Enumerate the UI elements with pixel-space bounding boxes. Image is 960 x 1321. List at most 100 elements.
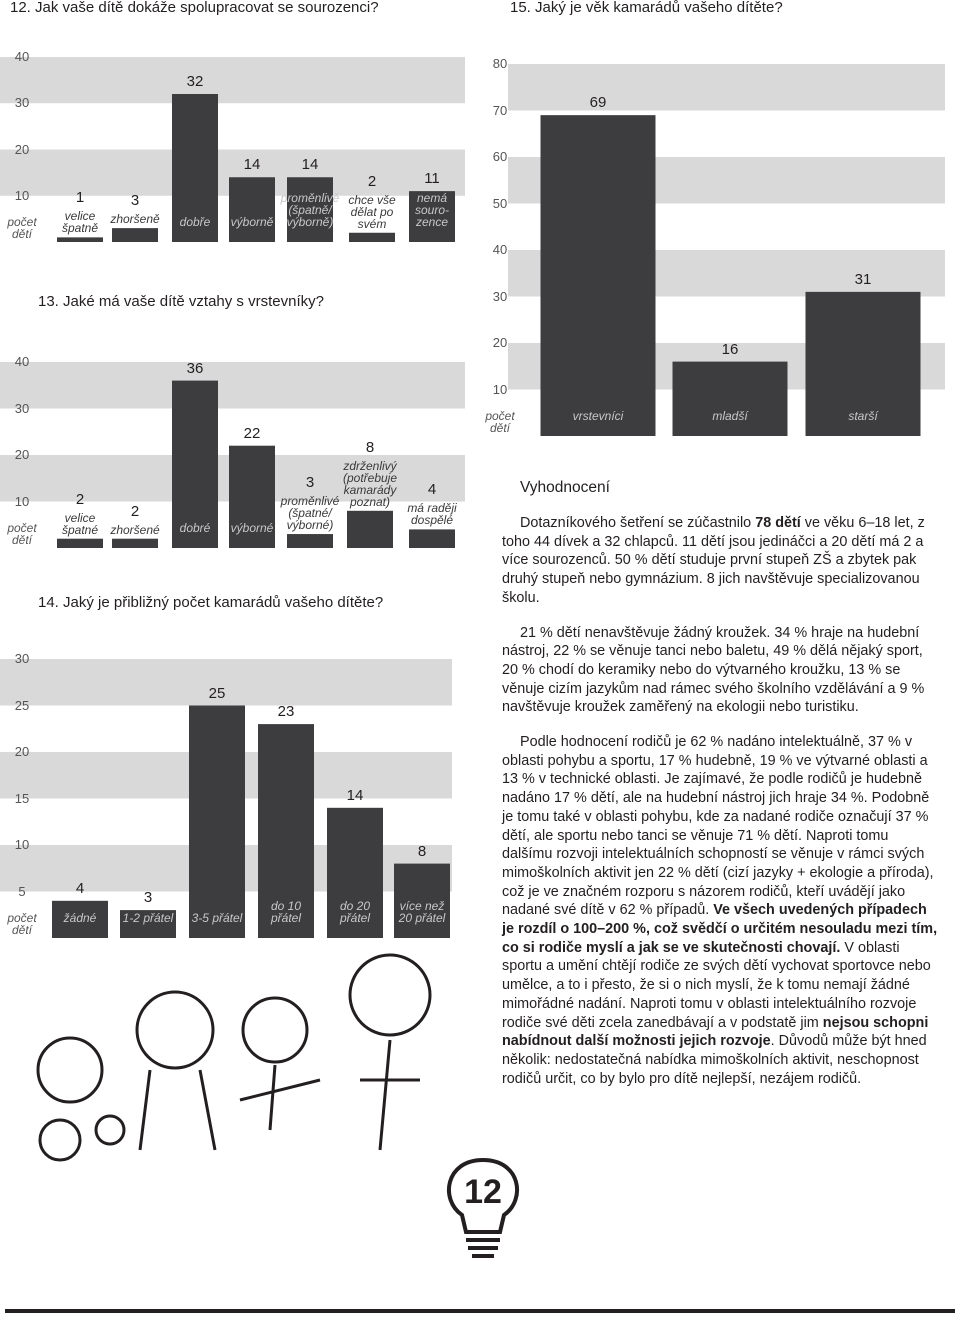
text: Dotazníkového šetření se zúčastnilo [520,515,756,531]
bar [327,807,383,938]
value-label: 3 [143,889,153,907]
bold-text: nejsou schopni nabídnout další možnosti … [502,1014,929,1050]
band [0,57,465,104]
child-head [36,1036,104,1104]
bar [172,380,218,548]
bar [409,191,455,242]
bar [805,291,921,436]
bar [229,177,275,242]
y-tick-label: 10 [14,837,30,852]
y-tick-label: 10 [14,187,30,203]
text: V oblasti sportu a umění chtějí rodiče z… [502,939,931,1031]
y-axis-label: počet dětí [7,911,37,937]
value-label: 2 [75,490,85,508]
child-body [138,1069,217,1151]
category-label: do 20 přátel [339,899,371,925]
y-tick-label: 50 [492,195,508,211]
text: Podle hodnocení rodičů je 62 % nadáno in… [502,734,934,919]
category-label: proměnlivé (špatné/ výborné) [280,494,340,533]
bar [112,538,158,548]
chart-title: 12. Jak vaše dítě dokáže spolupracovat s… [10,0,379,16]
y-tick-label: 40 [14,354,30,369]
bar [57,538,103,548]
y-tick-label: 40 [14,49,30,64]
category-label: výborné [230,521,274,535]
bar [229,445,275,548]
y-tick-label: 30 [14,651,30,666]
page-number: 12 [464,1173,502,1211]
chart-title: 14. Jaký je přibližný počet kamarádů vaš… [38,594,384,611]
value-label: 11 [424,170,440,188]
chart-title: 13. Jaké má vaše dítě vztahy s vrstevník… [38,293,324,310]
value-label: 14 [346,786,364,804]
bar [287,534,333,548]
heading: Vyhodnocení [520,479,610,496]
category-label: velice špatně [61,209,99,236]
paragraph: 21 % dětí nenavštěvuje žádný kroužek. 34… [502,624,942,718]
category-label: velice špatné [61,510,99,537]
value-label: 1 [75,189,85,207]
y-tick-label: 20 [14,744,30,759]
value-label: 14 [301,156,319,174]
value-label: 3 [305,474,315,492]
category-label: vrstevníci [572,409,624,423]
y-tick-label: 20 [14,447,30,462]
category-label: do 10 přátel [270,899,302,925]
category-label: nemá souro- zence [414,191,449,229]
category-label: zdrženlivý (potřebuje kamarády poznat) [342,458,398,509]
text: . Důvodů může být hned několik: nedostat… [502,1033,927,1087]
value-label: 2 [130,502,140,520]
child-head [135,990,215,1070]
category-label: více než 20 přátel [398,899,446,925]
text: ve věku 6–18 let, z toho 44 dívek a 32 c… [502,515,925,606]
value-label: 8 [417,842,427,860]
category-label: žádné [63,911,97,925]
band [0,362,465,409]
bulb-icon [447,1157,519,1258]
bulb [447,1157,519,1234]
category-label: chce vše dělat po svém [348,192,396,231]
y-tick-label: 25 [14,697,30,713]
value-label: 25 [208,684,226,702]
value-label: 2 [367,172,377,190]
value-label: 23 [277,703,295,721]
y-tick-label: 30 [14,95,30,111]
bar [57,237,103,242]
value-label: 22 [243,424,261,442]
bike-wheel [94,1114,126,1146]
value-label: 14 [243,156,261,174]
y-tick-label: 15 [14,790,30,806]
value-label: 69 [589,94,607,112]
bar [120,910,176,938]
bike-wheel [38,1118,82,1162]
y-tick-label: 5 [18,883,26,899]
bar [672,361,788,436]
value-label: 36 [186,359,204,377]
category-label: dobré [179,521,211,535]
y-tick-label: 70 [492,102,508,118]
bulb-base [466,1238,500,1258]
category-label: mladší [712,409,748,423]
child-body [360,1039,420,1151]
category-label: starší [848,409,878,423]
category-label: zhoršené [110,522,160,537]
bar [258,724,314,938]
band [508,64,945,111]
paragraph: Podle hodnocení rodičů je 62 % nadáno in… [502,733,942,1088]
category-label: 1-2 přátel [122,911,174,925]
y-tick-label: 10 [14,493,30,509]
chart-title: 15. Jaký je věk kamarádů vašeho dítěte? [510,0,783,16]
value-label: 32 [186,73,204,90]
illustration [36,953,432,1162]
evaluation: Vyhodnocení Dotazníkového šetření se zúč… [502,478,942,1104]
y-tick-label: 40 [492,242,508,257]
band [0,659,452,706]
y-axis-label: počet dětí [485,409,515,435]
bold-text: 78 dětí [755,515,801,531]
category-label: dobře [179,215,211,229]
bar [112,228,158,242]
y-tick-label: 30 [14,400,30,416]
